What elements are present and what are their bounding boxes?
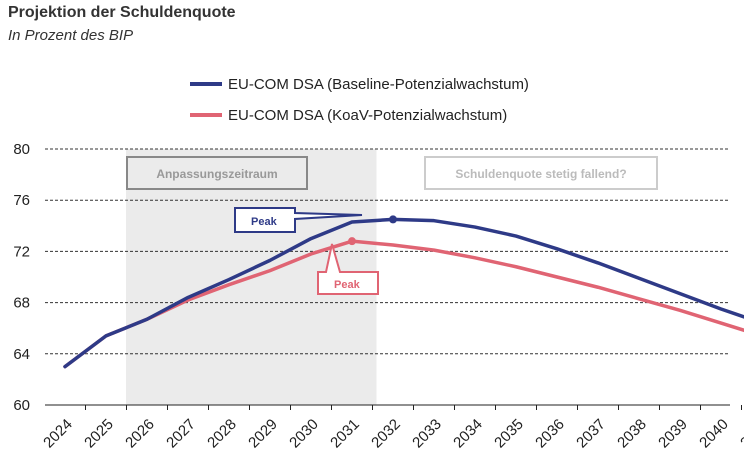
falling-debt-box	[424, 156, 658, 190]
adjustment-period-box	[126, 156, 308, 190]
grid-lines	[45, 148, 730, 355]
peak-label-baseline: Peak	[251, 216, 278, 228]
x-tick-label: 2031	[327, 416, 363, 452]
x-tick-label: 2025	[81, 416, 117, 452]
x-tick-label: 2036	[532, 416, 568, 452]
x-tick-label: 2024	[40, 416, 76, 452]
x-tick-label: 2039	[655, 416, 691, 452]
falling-debt-label: Schuldenquote stetig fallend?	[455, 167, 626, 181]
peak-marker-koav	[348, 237, 356, 246]
series-line-koav	[63, 239, 744, 369]
legend-label-koav: EU-COM DSA (KoaV-Potenzialwachstum)	[228, 107, 507, 124]
x-tick-label: 2034	[450, 416, 486, 452]
y-tick-label: 76	[13, 192, 30, 209]
chart-title: Projektion der Schuldenquote	[8, 4, 236, 21]
x-tick-label: 2041	[737, 416, 744, 452]
adjustment-period-label: Anpassungszeitraum	[156, 167, 277, 181]
y-tick-label: 60	[13, 397, 30, 414]
legend: EU-COM DSA (Baseline-Potenzialwachstum) …	[190, 76, 529, 124]
x-tick-label: 2028	[204, 416, 240, 452]
chart-subtitle: In Prozent des BIP	[8, 27, 134, 44]
x-tick-label: 2035	[491, 416, 527, 452]
x-tick-label: 2029	[245, 416, 281, 452]
y-tick-label: 80	[13, 141, 30, 158]
y-tick-label: 72	[13, 243, 30, 260]
x-tick-label: 2027	[163, 416, 199, 452]
y-tick-label: 64	[13, 346, 30, 363]
x-tick-label: 2037	[573, 416, 609, 452]
y-axis-ticks: 60 64 68 72 76 80	[13, 141, 30, 414]
y-tick-label: 68	[13, 295, 30, 312]
peak-callout-baseline: Peak	[234, 207, 363, 233]
legend-label-baseline: EU-COM DSA (Baseline-Potenzialwachstum)	[228, 76, 529, 93]
x-tick-label: 2026	[122, 416, 158, 452]
peak-marker-baseline	[389, 215, 397, 224]
x-tick-label: 2040	[696, 416, 732, 452]
x-tick-label: 2038	[614, 416, 650, 452]
x-tick-label: 2030	[286, 416, 322, 452]
x-axis-ticks: 2024 2025 2026 2027 2028 2029 2030 2031 2032 2033…	[40, 405, 744, 451]
series-line-baseline	[63, 217, 744, 369]
x-tick-label: 2033	[409, 416, 445, 452]
peak-callout-koav: Peak	[317, 243, 379, 295]
x-tick-label: 2032	[368, 416, 404, 452]
series-group	[63, 215, 744, 369]
peak-label-koav: Peak	[334, 279, 361, 291]
